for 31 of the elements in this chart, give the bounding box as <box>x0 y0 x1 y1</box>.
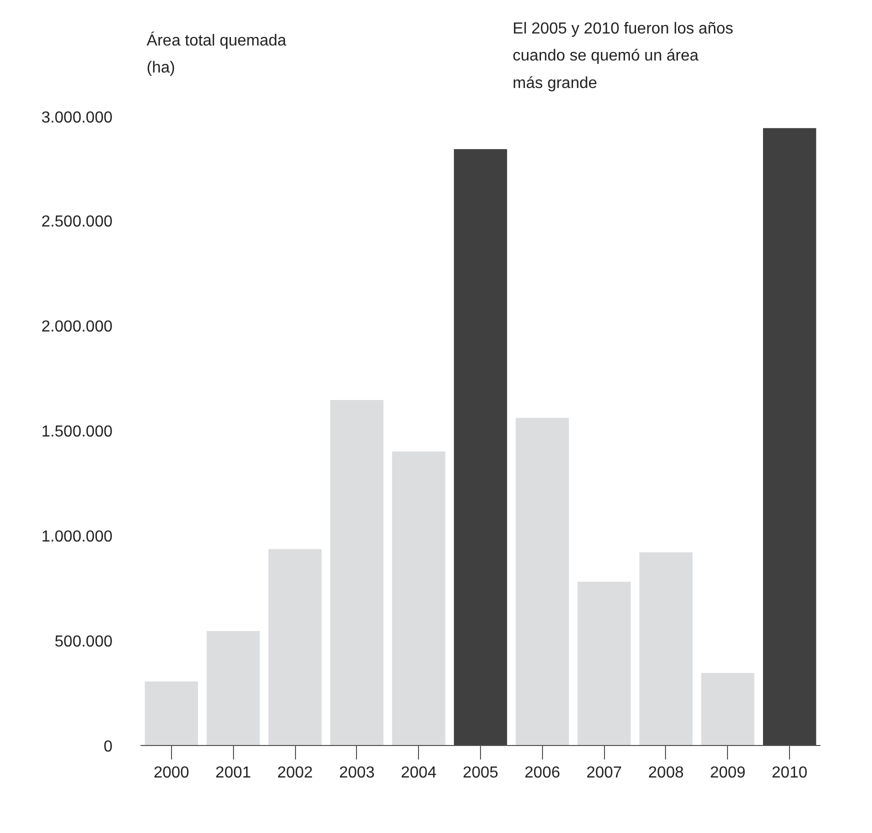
bar <box>268 549 322 746</box>
x-tick-label: 2009 <box>710 764 746 782</box>
bar <box>454 149 508 746</box>
x-tick-label: 2002 <box>277 764 313 782</box>
bar <box>578 582 631 746</box>
x-tick-label: 2003 <box>339 764 375 782</box>
bar <box>701 673 754 746</box>
x-tick-label: 2004 <box>400 764 437 782</box>
bar <box>763 128 816 746</box>
y-tick-label: 1.500.000 <box>41 424 113 440</box>
y-tick-label: 0 <box>104 738 113 756</box>
bar <box>330 400 384 746</box>
x-tick-label: 2001 <box>215 764 252 782</box>
bar <box>639 552 693 746</box>
y-tick-label: 2.000.000 <box>41 318 113 336</box>
bar <box>392 452 446 746</box>
bar <box>206 631 260 746</box>
y-tick-label: 500.000 <box>54 634 113 650</box>
x-tick-label: 2000 <box>154 764 190 782</box>
x-tick-label: 2005 <box>462 764 498 782</box>
bar <box>516 418 569 746</box>
text: El 2005 y 2010 fueron los años cuando se quemó un área más grande <box>512 20 734 92</box>
y-tick-label: 1.000.000 <box>41 528 113 546</box>
y-tick-label: 2.500.000 <box>41 214 113 230</box>
bar <box>144 681 198 746</box>
x-tick-label: 2008 <box>648 764 684 782</box>
y-axis-title: Área total quemada (ha) <box>146 32 286 77</box>
y-tick-label: 3.000.000 <box>41 110 113 126</box>
x-tick-label: 2010 <box>772 764 808 782</box>
x-tick-label: 2007 <box>586 764 622 782</box>
x-tick-label: 2006 <box>524 764 560 782</box>
